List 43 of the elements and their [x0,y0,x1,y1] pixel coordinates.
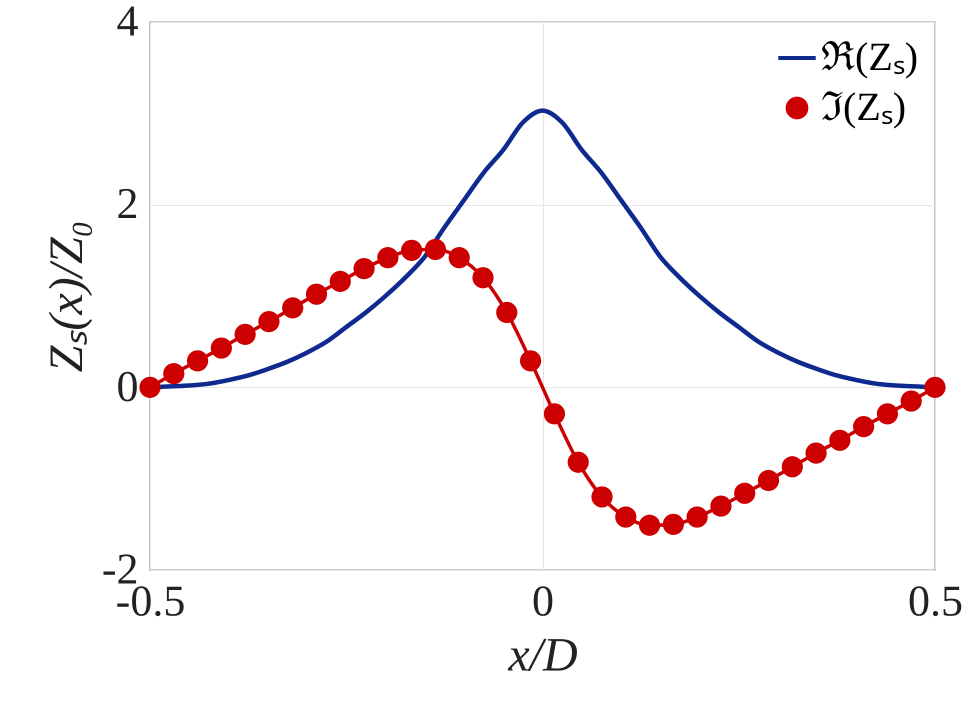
point [186,350,208,372]
point [520,350,542,372]
x-axis-title: x/D [507,628,578,682]
point [568,452,589,473]
y-tick-label: 2 [116,179,138,228]
point [924,376,946,398]
point [900,390,922,412]
point [662,514,684,535]
point [591,486,613,508]
point [853,416,874,438]
point [496,302,518,324]
legend-label: ℑ(Zₛ) [821,84,906,129]
point [139,376,161,398]
point [210,337,232,359]
point [615,506,636,528]
point [544,403,566,424]
point [353,258,375,280]
y-tick-label: 0 [116,362,138,411]
point [638,514,660,536]
point [829,430,850,451]
point [424,238,446,260]
point [377,247,398,268]
point [282,297,304,318]
point [758,470,780,492]
point [330,270,351,292]
point [876,403,898,424]
point [258,310,280,332]
point [306,284,328,305]
point [163,363,184,384]
x-tick-label: 0 [532,576,554,626]
y-tick-label: 4 [116,0,138,46]
point [805,442,827,464]
x-tick-label: 0.5 [908,576,963,626]
point [472,267,494,288]
y-axis-title: Zₛ(x)/Z₀ [40,220,93,372]
point [234,324,256,345]
point [710,495,732,517]
point [686,506,708,528]
point [401,240,422,261]
point [734,482,756,504]
point [448,247,470,268]
point [782,456,803,478]
legend-label: ℜ(Zₛ) [821,34,918,79]
